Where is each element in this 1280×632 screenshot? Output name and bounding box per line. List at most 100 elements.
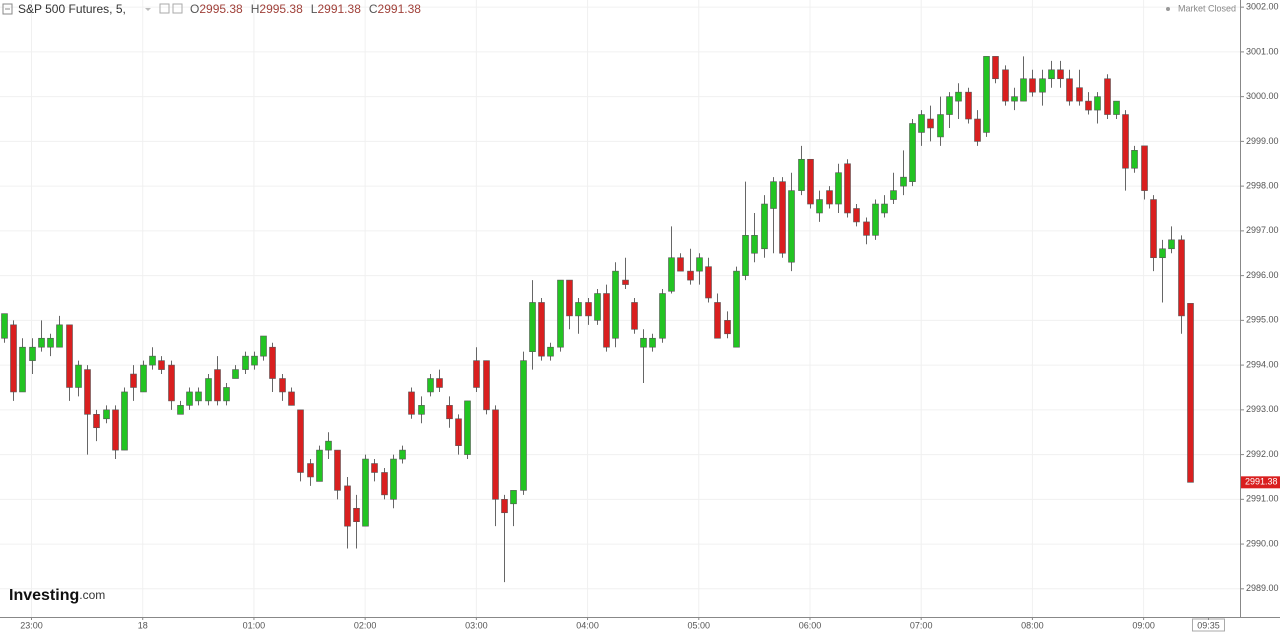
ohlc-item: H2995.38 (251, 2, 303, 16)
candle-body (269, 346, 276, 379)
candle-body (733, 270, 740, 348)
candle-body (1094, 96, 1101, 111)
candle-body (399, 449, 406, 460)
candle-body (761, 203, 768, 250)
candle-body (965, 91, 972, 120)
candle-body (288, 391, 295, 406)
candle-body (446, 405, 453, 420)
candle-body (140, 364, 147, 393)
candle-body (121, 391, 128, 451)
status-dot (1166, 7, 1170, 11)
candle-body (427, 378, 434, 393)
candle-body (260, 335, 267, 357)
candle-body (557, 279, 564, 348)
candle-body (66, 324, 73, 388)
x-tick-label: 07:00 (910, 620, 933, 630)
ohlc-label: L (311, 2, 318, 16)
ohlc-value: 2995.38 (259, 2, 303, 16)
y-tick-label: 2999.00 (1246, 136, 1279, 146)
y-tick-label: 2995.00 (1246, 315, 1279, 325)
candle-body (1076, 87, 1083, 102)
candle-body (547, 346, 554, 357)
candle-body (937, 114, 944, 138)
candle-body (297, 409, 304, 473)
candle-body (575, 302, 582, 317)
candle-body (983, 56, 990, 133)
candle-body (724, 320, 731, 335)
candle-body (807, 158, 814, 205)
y-tick-label: 3000.00 (1246, 91, 1279, 101)
x-tick-label: 09:35 (1197, 620, 1220, 630)
ohlc-value: 2991.38 (317, 2, 361, 16)
close-icon[interactable] (172, 3, 183, 14)
candle-body (872, 203, 879, 236)
candle-body (863, 221, 870, 236)
candle-body (520, 360, 527, 491)
candle-body (1122, 114, 1129, 169)
candle-body (585, 302, 592, 317)
candle-body (149, 355, 156, 366)
ohlc-item: C2991.38 (369, 2, 421, 16)
candle-body (918, 114, 925, 133)
candle-body (816, 199, 823, 214)
candle-body (223, 387, 230, 402)
candle-body (687, 270, 694, 281)
candle-body (195, 391, 202, 402)
candle-body (992, 56, 999, 80)
candle-body (1057, 69, 1064, 80)
candle-body (168, 364, 175, 402)
candle-body (955, 91, 962, 102)
last-price-label: 2991.38 (1245, 477, 1278, 487)
candle-body (909, 123, 916, 182)
x-tick-label: 05:00 (688, 620, 711, 630)
candle-body (751, 235, 758, 254)
candle-body (408, 391, 415, 415)
candle-body (158, 360, 165, 370)
candle-body (1104, 78, 1111, 115)
y-tick-label: 2998.00 (1246, 181, 1279, 191)
candle-body (714, 302, 721, 339)
y-tick-label: 2996.00 (1246, 270, 1279, 280)
candle-body (362, 458, 369, 527)
candle-body (1141, 145, 1148, 191)
candle-body (353, 507, 360, 522)
candle-body (1011, 96, 1018, 102)
candle-body (538, 302, 545, 357)
collapse-icon[interactable] (2, 3, 13, 15)
x-tick-label: 03:00 (465, 620, 488, 630)
grid (0, 0, 1240, 617)
x-tick-label: 09:00 (1132, 620, 1155, 630)
candle-body (473, 360, 480, 388)
candle-body (390, 458, 397, 500)
brand: Investing.com (9, 587, 105, 604)
y-tick-label: 2992.00 (1246, 449, 1279, 459)
candle-body (927, 118, 934, 129)
candle-body (307, 463, 314, 478)
candle-body (668, 257, 675, 292)
y-tick-label: 2991.00 (1246, 494, 1279, 504)
ohlc-item: L2991.38 (311, 2, 361, 16)
candle-body (779, 181, 786, 254)
candle-body (649, 337, 656, 348)
candle-body (640, 337, 647, 348)
candle-body (788, 190, 795, 263)
candle-body (798, 158, 805, 191)
candle-body (844, 163, 851, 214)
dropdown-arrow[interactable] (145, 8, 151, 11)
candle-body (38, 337, 45, 348)
candle-body (47, 337, 54, 348)
last-price-box (1241, 476, 1280, 489)
ohlc-label: C (369, 2, 378, 16)
candle-body (510, 490, 517, 505)
candle-body (853, 208, 860, 223)
candle-body (492, 409, 499, 500)
candle-body (1085, 100, 1092, 111)
ohlc-value: 2995.38 (199, 2, 243, 16)
candle-body (242, 355, 249, 370)
y-tick-label: 3002.00 (1246, 2, 1279, 12)
candle-body (1029, 78, 1036, 93)
settings-icon[interactable] (159, 3, 170, 14)
candle-body (334, 449, 341, 491)
